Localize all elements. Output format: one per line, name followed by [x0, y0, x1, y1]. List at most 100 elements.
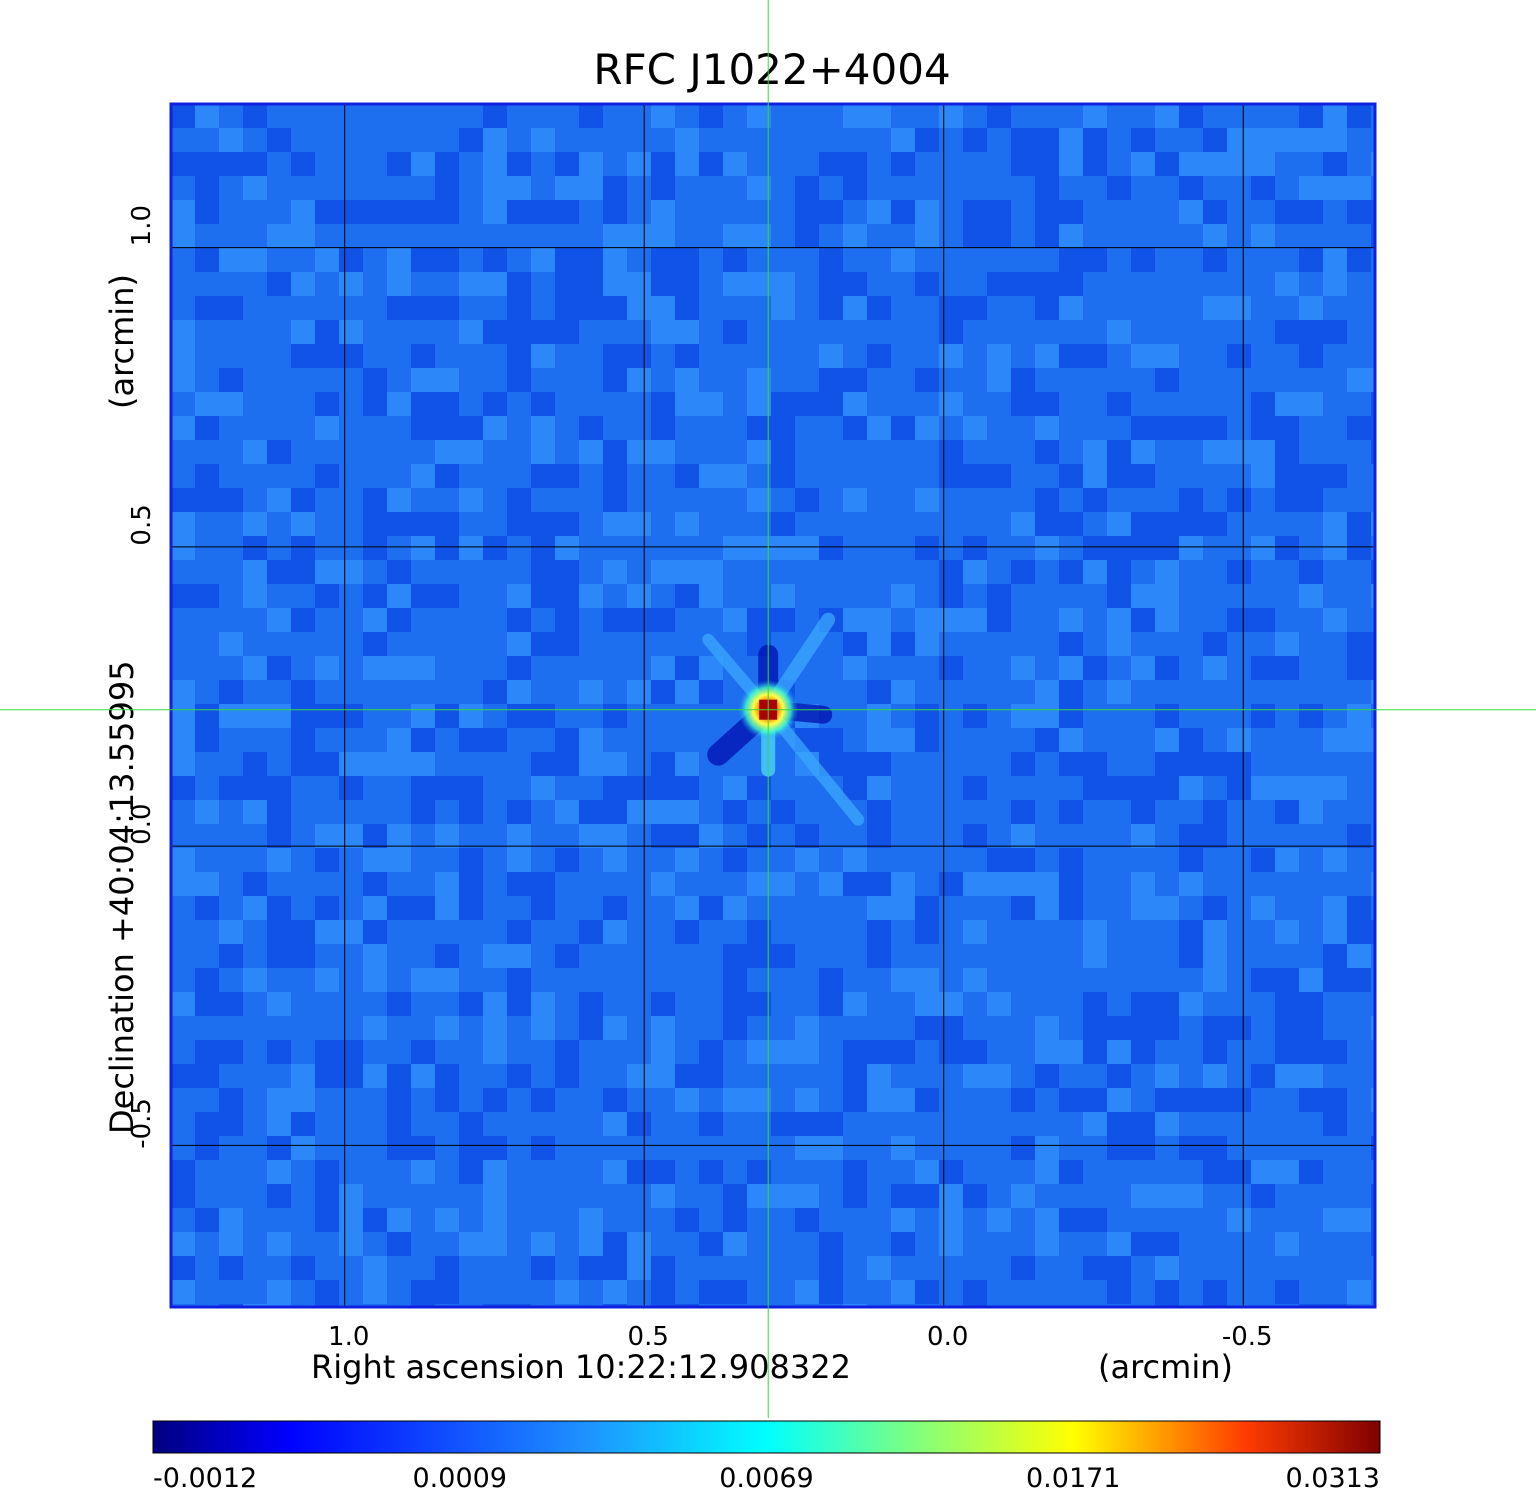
noise-cell [219, 1040, 243, 1064]
noise-cell [843, 1064, 867, 1088]
noise-cell [1251, 848, 1275, 872]
noise-cell [747, 1088, 771, 1112]
noise-cell [507, 848, 531, 872]
noise-cell [267, 272, 291, 296]
noise-cell [1131, 896, 1155, 920]
noise-cell [171, 1064, 195, 1088]
noise-cell [771, 536, 795, 560]
noise-cell [1347, 944, 1371, 968]
noise-cell [315, 320, 339, 344]
noise-cell [387, 1136, 411, 1160]
noise-cell [315, 1040, 339, 1064]
noise-cell [243, 152, 267, 176]
noise-cell [915, 608, 939, 632]
noise-cell [747, 1040, 771, 1064]
noise-cell [963, 536, 987, 560]
chart-title: RFC J1022+4004 [593, 45, 950, 94]
noise-cell [1347, 536, 1371, 560]
noise-cell [795, 488, 819, 512]
noise-cell [219, 392, 243, 416]
noise-cell [507, 824, 531, 848]
noise-cell [723, 272, 747, 296]
noise-cell [507, 920, 531, 944]
noise-cell [1299, 320, 1323, 344]
noise-cell [651, 296, 675, 320]
noise-cell [195, 464, 219, 488]
noise-cell [171, 752, 195, 776]
noise-cell [1347, 656, 1371, 680]
noise-cell [1251, 176, 1275, 200]
noise-cell [795, 536, 819, 560]
noise-cell [363, 368, 387, 392]
noise-cell [915, 1184, 939, 1208]
noise-cell [939, 392, 963, 416]
noise-cell [1299, 104, 1323, 128]
noise-cell [987, 584, 1011, 608]
noise-cell [171, 1280, 195, 1304]
noise-cell [603, 824, 627, 848]
noise-cell [1371, 584, 1375, 608]
noise-cell [1275, 128, 1299, 152]
noise-cell [843, 1040, 867, 1064]
noise-cell [1179, 512, 1203, 536]
noise-cell [195, 1112, 219, 1136]
noise-cell [1155, 1280, 1179, 1304]
noise-cell [987, 872, 1011, 896]
noise-cell [1323, 920, 1347, 944]
noise-cell [363, 632, 387, 656]
noise-cell [1059, 800, 1083, 824]
noise-cell [651, 800, 675, 824]
noise-cell [939, 1160, 963, 1184]
noise-cell [1371, 416, 1375, 440]
noise-cell [699, 1232, 723, 1256]
noise-cell [243, 800, 267, 824]
noise-cell [1323, 608, 1347, 632]
noise-cell [243, 440, 267, 464]
noise-cell [315, 1064, 339, 1088]
noise-cell [219, 776, 243, 800]
noise-cell [723, 608, 747, 632]
noise-cell [1323, 536, 1347, 560]
noise-cell [1323, 944, 1347, 968]
noise-cell [171, 104, 195, 128]
noise-cell [363, 1064, 387, 1088]
noise-cell [1323, 104, 1347, 128]
noise-cell [1011, 896, 1035, 920]
noise-cell [651, 272, 675, 296]
noise-cell [699, 1064, 723, 1088]
noise-cell [627, 152, 651, 176]
noise-cell [435, 464, 459, 488]
noise-cell [603, 224, 627, 248]
noise-cell [1299, 1064, 1323, 1088]
noise-cell [387, 272, 411, 296]
noise-cell [459, 536, 483, 560]
noise-cell [411, 152, 435, 176]
noise-cell [531, 344, 555, 368]
noise-cell [987, 104, 1011, 128]
noise-cell [219, 128, 243, 152]
noise-cell [267, 1136, 291, 1160]
noise-cell [675, 1208, 699, 1232]
noise-cell [315, 968, 339, 992]
noise-cell [243, 752, 267, 776]
noise-cell [531, 320, 555, 344]
noise-cell [915, 920, 939, 944]
noise-cell [627, 344, 651, 368]
noise-cell [531, 872, 555, 896]
noise-cell [843, 224, 867, 248]
noise-cell [315, 584, 339, 608]
noise-cell [507, 1064, 531, 1088]
noise-cell [363, 920, 387, 944]
noise-cell [843, 1160, 867, 1184]
noise-cell [1251, 1184, 1275, 1208]
noise-cell [387, 896, 411, 920]
noise-cell [843, 272, 867, 296]
noise-cell [987, 464, 1011, 488]
noise-cell [171, 776, 195, 800]
noise-cell [195, 1040, 219, 1064]
noise-cell [819, 200, 843, 224]
noise-cell [1227, 488, 1251, 512]
noise-cell [1299, 560, 1323, 584]
noise-cell [195, 392, 219, 416]
noise-cell [867, 776, 891, 800]
